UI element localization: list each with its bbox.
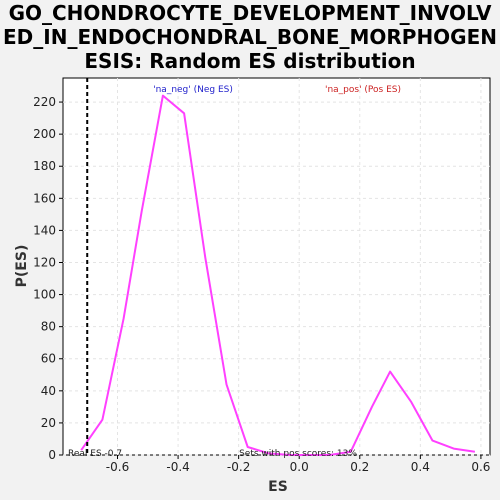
- distribution-line: [80, 94, 476, 456]
- x-tick-label: -0.4: [166, 460, 189, 474]
- y-tick-label: 160: [33, 191, 56, 205]
- title-line-3: ESIS: Random ES distribution: [84, 49, 415, 73]
- x-tick-label: 0.2: [350, 460, 369, 474]
- annotations: 'na_neg' (Neg ES) 'na_pos' (Pos ES) Real…: [68, 85, 401, 459]
- pos-scores-label: Sets with pos scores: 13%: [239, 449, 357, 459]
- x-tick-label: 0.0: [290, 460, 309, 474]
- y-axis-label: P(ES): [14, 245, 30, 288]
- y-tick-label: 80: [41, 320, 56, 334]
- title-line-2: ED_IN_ENDOCHONDRAL_BONE_MORPHOGEN: [3, 25, 497, 49]
- y-tick-label: 60: [41, 352, 56, 366]
- grid: [63, 78, 490, 456]
- x-tick-label: 0.6: [471, 460, 490, 474]
- y-tick-label: 100: [33, 288, 56, 302]
- y-tick-label: 120: [33, 255, 56, 269]
- x-tick-label: -0.2: [227, 460, 250, 474]
- series-layer: [80, 78, 476, 456]
- neg-es-label: 'na_neg' (Neg ES): [153, 85, 233, 95]
- y-tick-label: 40: [41, 384, 56, 398]
- y-tick-label: 220: [33, 95, 56, 109]
- x-tick-label: 0.4: [411, 460, 430, 474]
- axis-ticks: -0.6 -0.4 -0.2 0.0 0.2 0.4 0.6 0 20 40 60 80 100 120 1…: [33, 95, 490, 474]
- x-axis-label: ES: [268, 479, 288, 495]
- title-line-1: GO_CHONDROCYTE_DEVELOPMENT_INVOLV: [9, 1, 492, 25]
- chart-title: GO_CHONDROCYTE_DEVELOPMENT_INVOLV ED_IN_…: [3, 1, 497, 73]
- real-es-label: Real ES -0.7: [68, 449, 122, 459]
- y-tick-label: 180: [33, 159, 56, 173]
- y-tick-label: 0: [48, 448, 56, 462]
- y-tick-label: 20: [41, 416, 56, 430]
- pos-es-label: 'na_pos' (Pos ES): [325, 85, 401, 95]
- y-tick-label: 200: [33, 127, 56, 141]
- x-tick-label: -0.6: [106, 460, 129, 474]
- plot-area: [62, 77, 491, 456]
- y-tick-label: 140: [33, 223, 56, 237]
